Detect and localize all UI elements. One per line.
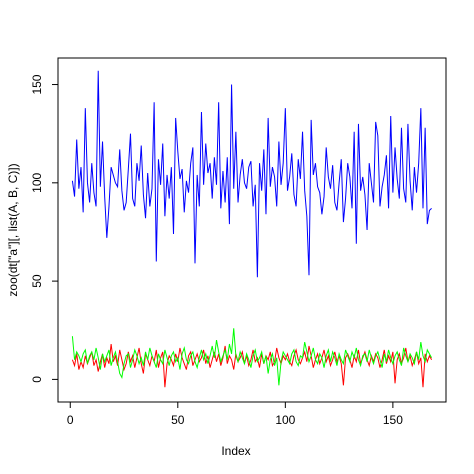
y-tick-label: 150 — [30, 74, 44, 94]
x-tick-label: 150 — [383, 413, 403, 427]
x-tick-label: 100 — [275, 413, 295, 427]
series-line — [71, 328, 433, 386]
plot-box — [57, 57, 447, 403]
y-tick-label: 100 — [30, 172, 44, 192]
y-axis-label: zoo(dt["a"][, list(A, B, C)]) — [6, 163, 20, 296]
y-tick-label: 50 — [30, 274, 44, 288]
x-tick-label: 0 — [67, 413, 74, 427]
series-line — [71, 343, 433, 388]
series-line — [71, 70, 432, 278]
x-tick-label: 50 — [171, 413, 185, 427]
y-tick-label: 0 — [30, 376, 44, 383]
x-axis-label: Index — [221, 444, 250, 458]
